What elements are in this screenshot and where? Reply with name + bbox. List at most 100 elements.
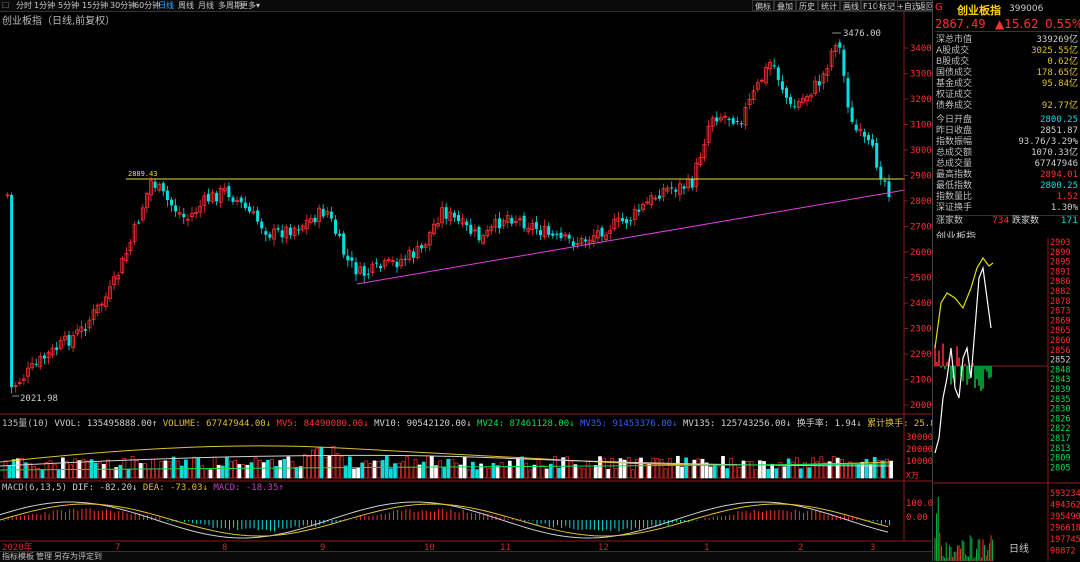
stat-value: 0.62亿: [1047, 57, 1078, 67]
stat-label: 指数量比: [936, 192, 973, 202]
price-tick: 3000: [910, 146, 932, 156]
tool-overlay[interactable]: 叠加: [774, 0, 796, 11]
legend-item: MV5: 84490080.00↓: [276, 419, 375, 429]
tool-history[interactable]: 历史: [796, 0, 818, 11]
macd-axis: 100.0 0.00: [906, 499, 932, 523]
stat-row: 指数振幅 93.76/3.29%: [936, 137, 1078, 147]
tab-multi-period[interactable]: 多周期: [218, 1, 242, 10]
neck-label: 2889.43: [128, 170, 158, 178]
legend-item: MV135: 125743256.00↓: [682, 419, 797, 429]
tab-60min[interactable]: 60分钟: [134, 1, 161, 10]
macd-legend: MACD(6,13,5) DIF: -82.20↓ DEA: -73.03↓ M…: [2, 483, 284, 493]
mini-chart-title: 创业板指: [936, 232, 976, 243]
mini-price-tick: 2860: [1050, 336, 1070, 346]
chevron-down-icon[interactable]: ▾: [256, 1, 261, 10]
tab-save-as[interactable]: 另存为: [54, 552, 78, 561]
stat-value: 2800.25: [1040, 181, 1078, 191]
tab-more[interactable]: 更多: [240, 1, 256, 10]
tab-weekly[interactable]: 周线: [178, 1, 194, 10]
stat-value: 1.30%: [1050, 203, 1078, 213]
mini-price-tick: 2809: [1050, 454, 1070, 464]
mini-price-tick: 2878: [1050, 297, 1070, 307]
stat-value: 93.76/3.29%: [1018, 137, 1078, 147]
legend-item: DIF: -82.20↓: [72, 483, 143, 493]
price-change-pct: 0.55%: [1045, 17, 1080, 31]
month-axis: 2020年 7 8 9 10 11 12 1 2 3: [2, 541, 875, 551]
volume-legend: 135量(10) VVOL: 135495888.00↑ VOLUME: 677…: [2, 416, 936, 429]
mini-price-tick: 2835: [1050, 395, 1070, 405]
tab-template[interactable]: 模板: [18, 552, 34, 561]
macd-panel: [0, 501, 891, 539]
stat-row: A股成交 3025.55亿: [936, 46, 1078, 56]
month-label: 1: [704, 543, 709, 551]
price-tick: 2100: [910, 376, 932, 386]
mini-price-tick: 2826: [1050, 414, 1070, 424]
tab-15min[interactable]: 15分钟: [82, 1, 109, 10]
legend-item: MV24: 87461128.00↓: [477, 419, 580, 429]
mini-price-tick: 2903: [1050, 238, 1070, 248]
volume-tick: 20000: [906, 445, 932, 455]
stat-value: 95.84亿: [1041, 79, 1078, 89]
price-tick: 2900: [910, 172, 932, 182]
chart-title: 创业板指（日线,前复权）: [2, 16, 116, 27]
month-label: 3: [870, 543, 875, 551]
down-count: 171: [1060, 216, 1078, 226]
mini-price-tick: 2899: [1050, 248, 1070, 258]
stat-label: A股成交: [936, 46, 970, 56]
quote-panel: G 创业板指 399006 2867.49 ▲15.62 0.55% 深总市值 3…: [932, 0, 1080, 561]
stat-label: 总成交额: [936, 148, 973, 158]
tool-statistics[interactable]: 统计: [818, 0, 840, 11]
kline-chart-area[interactable]: 2889.43 3476.00 2021.98 3400330032003100…: [0, 0, 932, 551]
month-label: 2020年: [2, 541, 33, 551]
mini-price-tick: 2886: [1050, 277, 1070, 287]
mini-price-tick: 2865: [1050, 326, 1070, 336]
tab-1min[interactable]: 1分钟: [34, 1, 56, 10]
tool-f10[interactable]: F10: [860, 0, 881, 11]
stat-value: 178.65亿: [1036, 68, 1078, 78]
stat-row: B股成交 0.62亿: [936, 57, 1078, 67]
tab-indicator[interactable]: 指标: [2, 552, 18, 561]
month-label: 7: [115, 543, 120, 551]
mini-price-tick: 2895: [1050, 258, 1070, 268]
price-tick: 2500: [910, 274, 932, 284]
volume-axis: 30000 20000 10000 X万: [906, 433, 932, 480]
tool-mark[interactable]: 标记: [876, 0, 898, 11]
legend-item: DEA: -73.03↓: [142, 483, 214, 493]
trendline: [356, 189, 906, 285]
month-label: 2: [798, 543, 803, 551]
mini-volume-tick: 593234: [1050, 489, 1080, 499]
macd-tick: 0.00: [906, 513, 928, 523]
stat-row: 基金成交 95.84亿: [936, 79, 1078, 89]
price-tick: 2300: [910, 325, 932, 335]
intraday-mini-chart[interactable]: 2903289928952891288628822878287328692865…: [933, 238, 1080, 561]
tab-daily[interactable]: 日线: [158, 1, 174, 10]
tab-monthly[interactable]: 月线: [198, 1, 214, 10]
stat-label: 昨日收盘: [936, 126, 973, 136]
tab-intraday[interactable]: 分时: [16, 1, 32, 10]
price-tick: 3100: [910, 121, 932, 131]
mini-volume-tick: 494362: [1050, 501, 1080, 511]
month-label: 11: [500, 543, 511, 551]
price-tick: 3200: [910, 95, 932, 105]
tab-5min[interactable]: 5分钟: [58, 1, 80, 10]
tool-add-watchlist[interactable]: +自选: [894, 0, 923, 11]
last-price: 2867.49: [935, 17, 986, 31]
tab-rating[interactable]: 评定到: [78, 552, 102, 561]
mini-price-tick: 2813: [1050, 444, 1070, 454]
mini-price-tick: 2882: [1050, 287, 1070, 297]
mini-price-tick: 2822: [1050, 424, 1070, 434]
stat-label: 权证成交: [936, 90, 973, 100]
stat-row: 深证换手 1.30%: [936, 203, 1078, 213]
tool-offset[interactable]: 偏标: [752, 0, 774, 11]
tool-draw[interactable]: 画线: [840, 0, 862, 11]
stat-label: 债券成交: [936, 101, 973, 111]
legend-item: MACD(6,13,5): [2, 483, 73, 493]
tab-30min[interactable]: 30分钟: [110, 1, 137, 10]
menu-icon[interactable]: ☐: [2, 1, 10, 10]
price-tick: 2600: [910, 248, 932, 258]
legend-item: VOLUME: 67747944.00↓: [162, 419, 277, 429]
stat-value: 339269亿: [1036, 35, 1078, 45]
stat-label: 指数振幅: [936, 137, 973, 147]
tab-manage[interactable]: 管理: [36, 552, 52, 561]
low-label: 2021.98: [20, 394, 58, 404]
